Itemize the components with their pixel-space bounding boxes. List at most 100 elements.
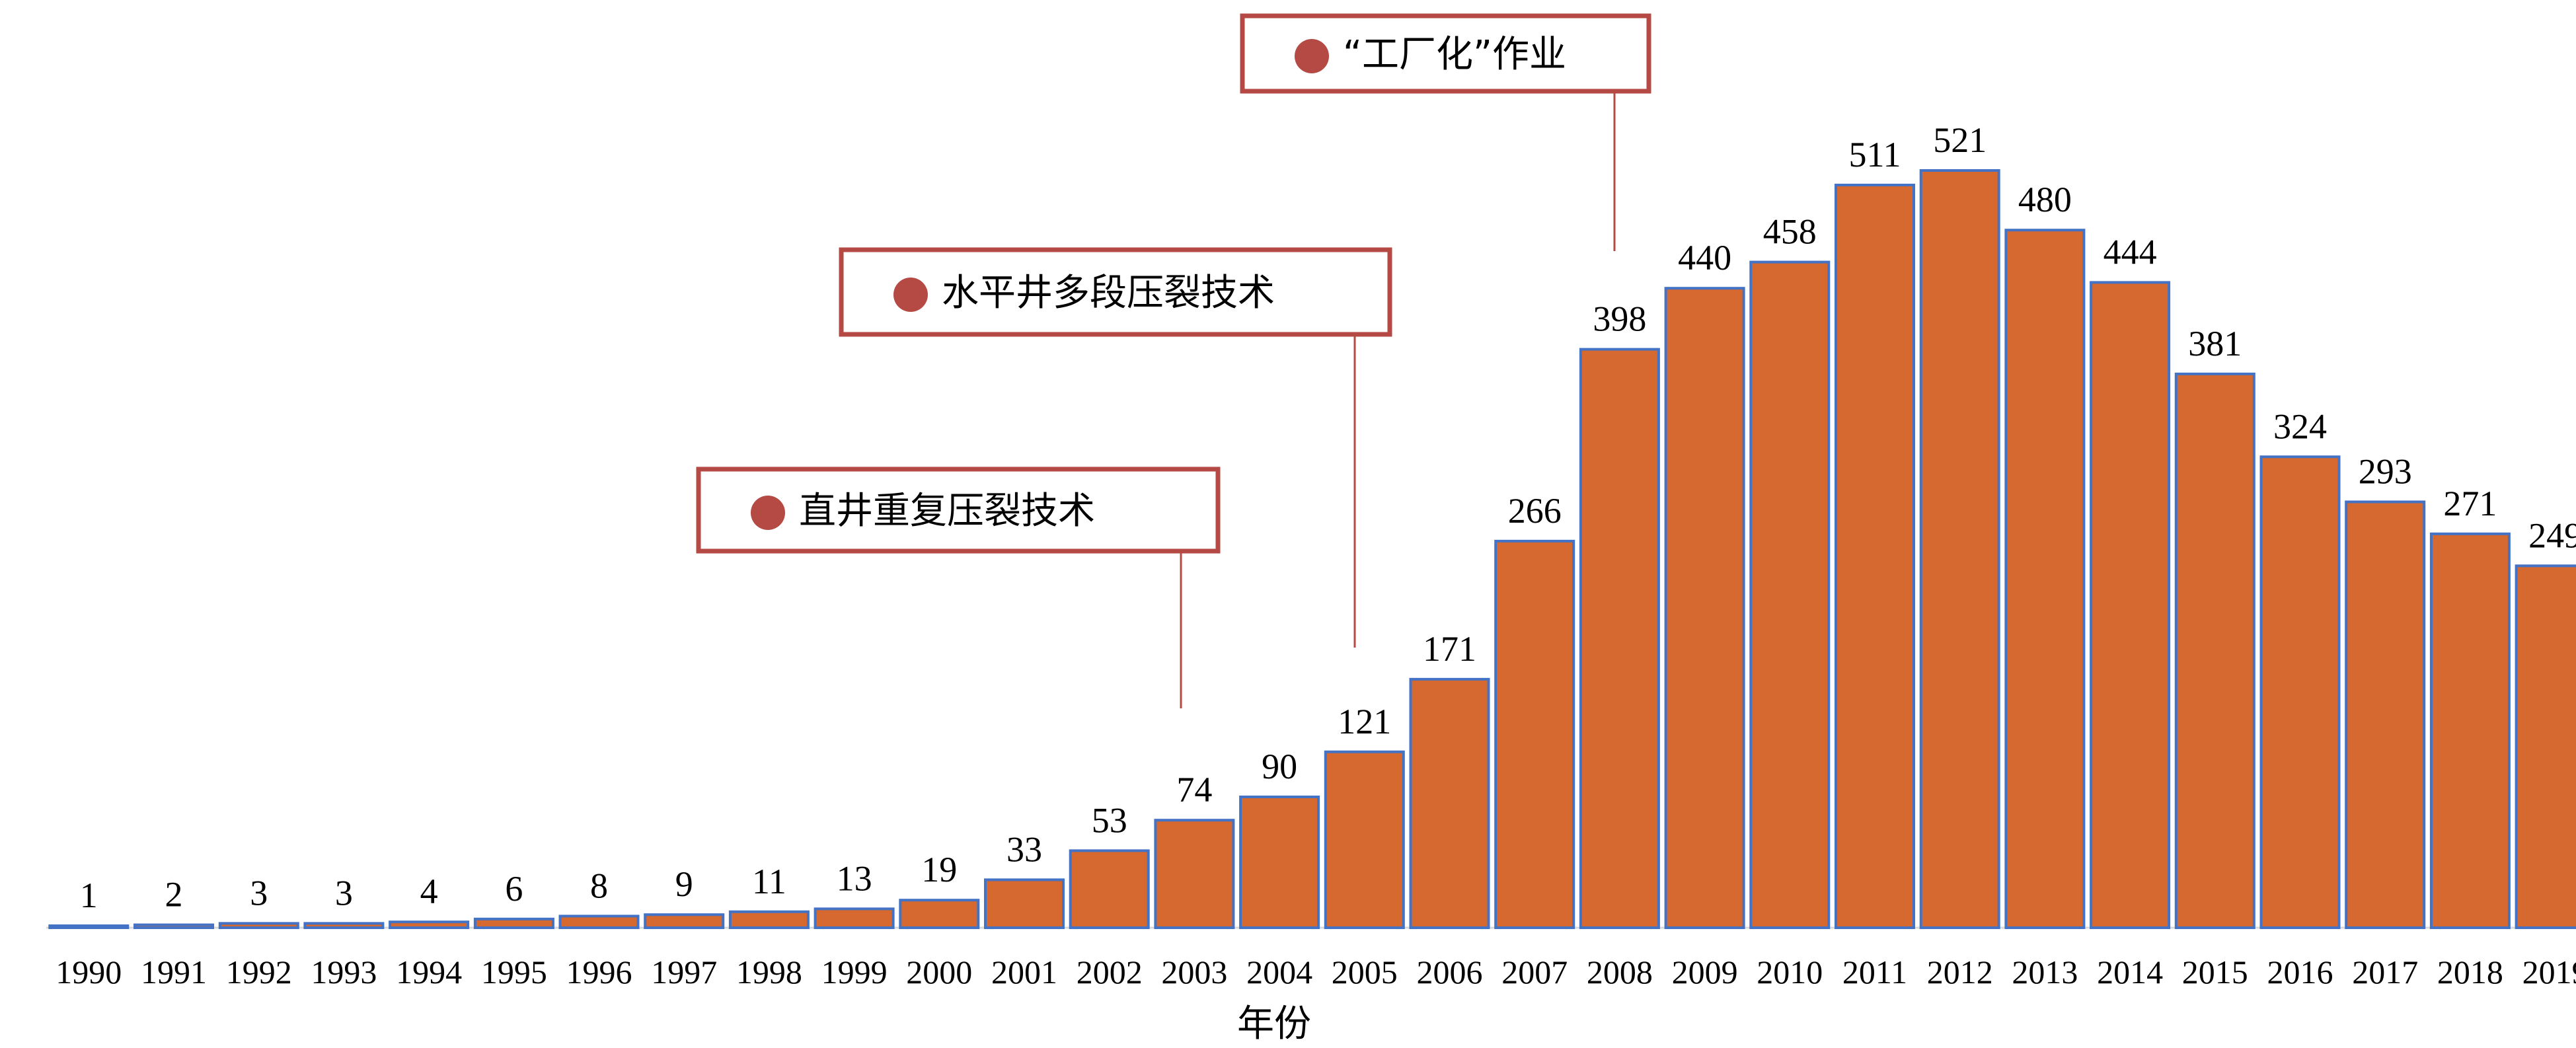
annotation-text: “工厂化”作业 <box>1343 33 1566 76</box>
data-label-2011: 511 <box>1849 135 1901 174</box>
bar-2018 <box>2429 532 2511 929</box>
bar-2008 <box>1579 348 1660 929</box>
data-label-2018: 271 <box>2443 484 2497 523</box>
bar-1997 <box>644 913 725 929</box>
x-tick-2008: 2008 <box>1587 954 1653 991</box>
data-label-2006: 171 <box>1423 629 1476 669</box>
x-axis-title: 年份 <box>1237 1002 1311 1045</box>
bar-1996 <box>558 915 640 930</box>
annotation-2008: “工厂化”作业 <box>1240 13 1651 251</box>
bar-1998 <box>728 910 810 930</box>
data-label-2009: 440 <box>1678 238 1731 278</box>
x-tick-2019: 2019 <box>2522 954 2576 991</box>
data-label-2003: 74 <box>1176 770 1212 809</box>
x-tick-1990: 1990 <box>56 954 122 991</box>
x-tick-2007: 2007 <box>1501 954 1568 991</box>
x-tick-1996: 1996 <box>566 954 632 991</box>
bar-1992 <box>218 922 299 930</box>
x-tick-1998: 1998 <box>736 954 802 991</box>
data-label-2010: 458 <box>1763 212 1817 252</box>
x-tick-2006: 2006 <box>1417 954 1483 991</box>
x-tick-2011: 2011 <box>1842 954 1907 991</box>
annotation-text: 直井重复压裂技术 <box>799 490 1095 533</box>
x-tick-2017: 2017 <box>2352 954 2418 991</box>
bar-2017 <box>2345 500 2426 929</box>
x-tick-1991: 1991 <box>141 954 207 991</box>
x-tick-2002: 2002 <box>1077 954 1143 991</box>
x-tick-1997: 1997 <box>651 954 717 991</box>
annotation-text: 水平井多段压裂技术 <box>942 272 1275 315</box>
data-label-1996: 8 <box>590 866 608 905</box>
x-tick-2012: 2012 <box>1927 954 1993 991</box>
value-labels-group: 1 2 3 3 4 6 8 9 11 13 1933537490121171266398440458… <box>80 120 2576 915</box>
data-label-2001: 33 <box>1006 829 1042 869</box>
x-tick-1992: 1992 <box>226 954 292 991</box>
x-tick-2000: 2000 <box>906 954 972 991</box>
data-label-2004: 90 <box>1262 747 1297 786</box>
bullet-icon <box>751 496 785 530</box>
x-tick-2003: 2003 <box>1161 954 1227 991</box>
data-label-2012: 521 <box>1933 120 1987 160</box>
bar-1991 <box>133 923 214 929</box>
data-label-2016: 324 <box>2273 406 2327 446</box>
bullet-icon <box>893 278 928 312</box>
x-tick-2015: 2015 <box>2182 954 2248 991</box>
x-tick-2005: 2005 <box>1332 954 1398 991</box>
data-label-1999: 13 <box>837 858 872 898</box>
x-tick-2016: 2016 <box>2267 954 2333 991</box>
bar-2010 <box>1749 260 1831 930</box>
data-label-2007: 266 <box>1508 491 1562 531</box>
data-label-1993: 3 <box>335 873 353 913</box>
bar-1990 <box>48 924 130 929</box>
bar-2015 <box>2174 372 2255 929</box>
bar-1994 <box>389 920 470 929</box>
bar-2003 <box>1154 819 1235 929</box>
x-tick-1993: 1993 <box>311 954 377 991</box>
bar-2014 <box>2090 281 2171 929</box>
data-label-2014: 444 <box>2103 232 2157 272</box>
bullet-icon <box>1295 39 1329 73</box>
x-tick-1999: 1999 <box>821 954 888 991</box>
annotation-2005: 水平井多段压裂技术 <box>839 247 1392 648</box>
bar-2002 <box>1069 849 1150 930</box>
x-tick-2001: 2001 <box>991 954 1057 991</box>
annotation-box <box>839 247 1392 337</box>
bar-1995 <box>473 917 554 930</box>
x-tick-2004: 2004 <box>1246 954 1312 991</box>
bar-2016 <box>2259 455 2341 929</box>
x-tick-1995: 1995 <box>481 954 547 991</box>
bar-2001 <box>984 878 1065 930</box>
bar-2005 <box>1324 750 1405 930</box>
bar-1999 <box>814 907 895 930</box>
data-label-2015: 381 <box>2188 324 2242 363</box>
bar-2012 <box>1919 169 2000 929</box>
x-tick-2014: 2014 <box>2097 954 2163 991</box>
x-tick-2010: 2010 <box>1757 954 1823 991</box>
x-tick-2018: 2018 <box>2437 954 2503 991</box>
bar-2000 <box>899 899 980 929</box>
data-label-1998: 11 <box>752 862 786 901</box>
data-label-1995: 6 <box>505 869 523 909</box>
bar-2004 <box>1239 796 1320 929</box>
x-tick-1994: 1994 <box>396 954 462 991</box>
data-label-1992: 3 <box>250 873 268 913</box>
data-label-2002: 53 <box>1092 800 1127 840</box>
annotation-2003: 直井重复压裂技术 <box>696 467 1221 708</box>
bar-2011 <box>1835 184 1915 929</box>
x-tick-2013: 2013 <box>2012 954 2078 991</box>
bar-2013 <box>2004 229 2086 930</box>
data-label-2019: 249 <box>2528 515 2576 555</box>
data-label-2017: 293 <box>2359 452 2412 492</box>
bar-2007 <box>1494 539 1575 929</box>
bar-2019 <box>2515 564 2576 929</box>
data-label-1990: 1 <box>80 876 98 915</box>
bar-1993 <box>303 922 385 930</box>
x-tick-labels-group: 1990 1991 1992 1993 1994 1995 1996 1997 1998 1999… <box>56 954 2576 991</box>
data-label-2000: 19 <box>921 850 957 889</box>
annotation-box <box>696 467 1221 554</box>
data-label-1994: 4 <box>420 872 438 911</box>
annotations-group: 直井重复压裂技术 水平井多段压裂技术 “工厂化”作业 <box>696 13 1651 708</box>
bar-2006 <box>1409 677 1490 930</box>
data-label-1991: 2 <box>165 875 183 915</box>
